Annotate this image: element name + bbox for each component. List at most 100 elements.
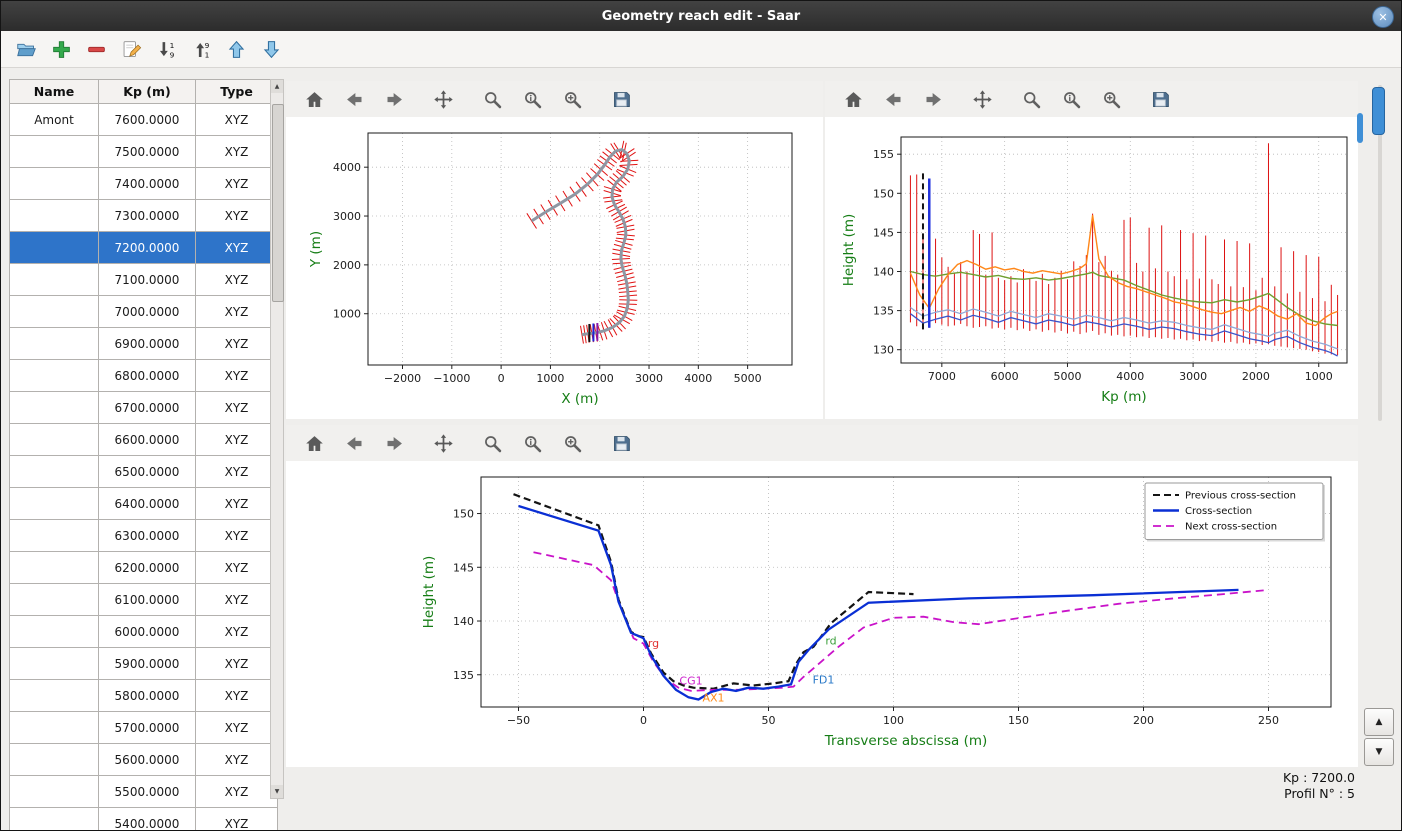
secondary-slider-thumb[interactable] (1357, 113, 1363, 143)
table-row[interactable]: 6200.0000 XYZ (9, 551, 278, 584)
scroll-down-button[interactable]: ▼ (271, 785, 283, 798)
table-cell (9, 231, 99, 264)
save-figure-button[interactable] (608, 86, 635, 113)
table-row[interactable]: 6100.0000 XYZ (9, 583, 278, 616)
table-scrollbar-thumb[interactable] (272, 104, 284, 302)
probe-button[interactable] (1058, 86, 1085, 113)
back-button[interactable] (341, 86, 368, 113)
edit-profile-button[interactable] (118, 36, 145, 63)
pan-button[interactable] (969, 86, 996, 113)
table-cell: 7100.0000 (98, 263, 196, 296)
table-row[interactable]: 5800.0000 XYZ (9, 679, 278, 712)
svg-text:4000: 4000 (333, 161, 361, 174)
back-button[interactable] (880, 86, 907, 113)
pan-button[interactable] (430, 430, 457, 457)
open-button[interactable] (13, 36, 40, 63)
table-row[interactable]: 5700.0000 XYZ (9, 711, 278, 744)
cross-section-chart[interactable]: −50 0 50 100 150 200 250 135 140 145 150 Transverse… (286, 461, 1358, 767)
zoom-button[interactable] (479, 86, 506, 113)
add-icon (51, 39, 72, 60)
svg-text:9: 9 (205, 40, 210, 49)
scroll-up-button[interactable]: ▲ (271, 80, 283, 93)
home-button[interactable] (301, 430, 328, 457)
save-figure-button[interactable] (1147, 86, 1174, 113)
table-row[interactable]: 6300.0000 XYZ (9, 519, 278, 552)
table-cell: XYZ (195, 263, 278, 296)
table-row[interactable]: 7300.0000 XYZ (9, 199, 278, 232)
pan-button[interactable] (430, 86, 457, 113)
table-row[interactable]: 7100.0000 XYZ (9, 263, 278, 296)
table-cell: XYZ (195, 135, 278, 168)
column-header[interactable]: Name (9, 79, 99, 104)
table-cell (9, 135, 99, 168)
plan-view-chart[interactable]: −2000 −1000 0 1000 2000 3000 4000 5000 1000 2000 3… (286, 117, 823, 419)
table-cell: XYZ (195, 551, 278, 584)
table-row[interactable]: 6600.0000 XYZ (9, 423, 278, 456)
move-up-button[interactable] (223, 36, 250, 63)
next-profile-button[interactable]: ▼ (1364, 738, 1394, 766)
back-button[interactable] (341, 430, 368, 457)
table-row[interactable]: 7400.0000 XYZ (9, 167, 278, 200)
scroll-up-icon: ▲ (274, 83, 280, 90)
zoom-rect-button[interactable] (559, 86, 586, 113)
table-row[interactable]: 5600.0000 XYZ (9, 743, 278, 776)
table-row[interactable]: 7200.0000 XYZ (9, 231, 278, 264)
previous-profile-button[interactable]: ▲ (1364, 708, 1394, 736)
zoom-button[interactable] (479, 430, 506, 457)
zoom-icon (482, 433, 503, 454)
column-header[interactable]: Kp (m) (98, 79, 196, 104)
probe-icon (1061, 89, 1082, 110)
table-cell: XYZ (195, 807, 278, 830)
probe-button[interactable] (519, 86, 546, 113)
save-figure-button[interactable] (608, 430, 635, 457)
table-row[interactable]: 6500.0000 XYZ (9, 455, 278, 488)
zoom-slider-track[interactable] (1378, 85, 1382, 421)
move-down-button[interactable] (258, 36, 285, 63)
table-row[interactable]: 6900.0000 XYZ (9, 327, 278, 360)
table-row[interactable]: 6700.0000 XYZ (9, 391, 278, 424)
table-row[interactable]: 6800.0000 XYZ (9, 359, 278, 392)
table-cell: 6200.0000 (98, 551, 196, 584)
zoom-rect-button[interactable] (1098, 86, 1125, 113)
forward-button[interactable] (381, 86, 408, 113)
table-cell: XYZ (195, 519, 278, 552)
svg-text:−1000: −1000 (433, 372, 470, 385)
table-cell: 6400.0000 (98, 487, 196, 520)
table-row[interactable]: 7500.0000 XYZ (9, 135, 278, 168)
home-button[interactable] (840, 86, 867, 113)
table-row[interactable]: 6400.0000 XYZ (9, 487, 278, 520)
table-row[interactable]: 5400.0000 XYZ (9, 807, 278, 830)
table-row[interactable]: 5900.0000 XYZ (9, 647, 278, 680)
table-row[interactable]: 7000.0000 XYZ (9, 295, 278, 328)
close-icon: ✕ (1378, 10, 1388, 24)
table-cell (9, 327, 99, 360)
forward-button[interactable] (381, 430, 408, 457)
table-row[interactable]: Amont 7600.0000 XYZ (9, 103, 278, 136)
table-cell: 7300.0000 (98, 199, 196, 232)
forward-icon (923, 89, 944, 110)
table-scrollbar[interactable]: ▲ ▼ (270, 79, 284, 799)
home-button[interactable] (301, 86, 328, 113)
table-cell: 6900.0000 (98, 327, 196, 360)
zoom-button[interactable] (1018, 86, 1045, 113)
probe-button[interactable] (519, 430, 546, 457)
svg-text:AX1: AX1 (702, 692, 724, 705)
longitudinal-profile-chart[interactable]: 7000 6000 5000 4000 3000 2000 1000 130 135 140 145… (825, 117, 1358, 419)
add-profile-button[interactable] (48, 36, 75, 63)
column-header[interactable]: Type (195, 79, 278, 104)
table-row[interactable]: 6000.0000 XYZ (9, 615, 278, 648)
table-cell: XYZ (195, 583, 278, 616)
table-row[interactable]: 5500.0000 XYZ (9, 775, 278, 808)
zoom-rect-button[interactable] (559, 430, 586, 457)
table-cell: XYZ (195, 391, 278, 424)
svg-text:−2000: −2000 (384, 372, 421, 385)
svg-text:9: 9 (170, 50, 175, 59)
pan-icon (433, 89, 454, 110)
down-arrow-icon: ▼ (1375, 747, 1383, 757)
close-button[interactable]: ✕ (1372, 6, 1394, 28)
forward-button[interactable] (920, 86, 947, 113)
zoom-slider-thumb[interactable] (1372, 87, 1385, 135)
remove-profile-button[interactable] (83, 36, 110, 63)
